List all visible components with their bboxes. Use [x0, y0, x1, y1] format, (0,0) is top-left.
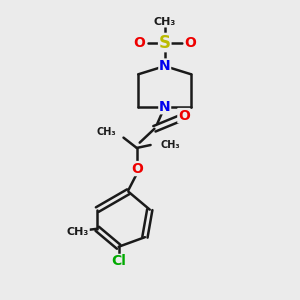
Text: CH₃: CH₃ — [160, 140, 180, 150]
Text: N: N — [159, 59, 170, 73]
Text: O: O — [133, 35, 145, 50]
Text: S: S — [159, 34, 171, 52]
Text: O: O — [131, 161, 143, 176]
Text: O: O — [178, 109, 190, 122]
Text: CH₃: CH₃ — [154, 17, 176, 27]
Text: N: N — [159, 100, 170, 114]
Text: CH₃: CH₃ — [97, 127, 116, 137]
Text: O: O — [184, 35, 196, 50]
Text: Cl: Cl — [111, 254, 126, 268]
Text: CH₃: CH₃ — [67, 227, 89, 237]
